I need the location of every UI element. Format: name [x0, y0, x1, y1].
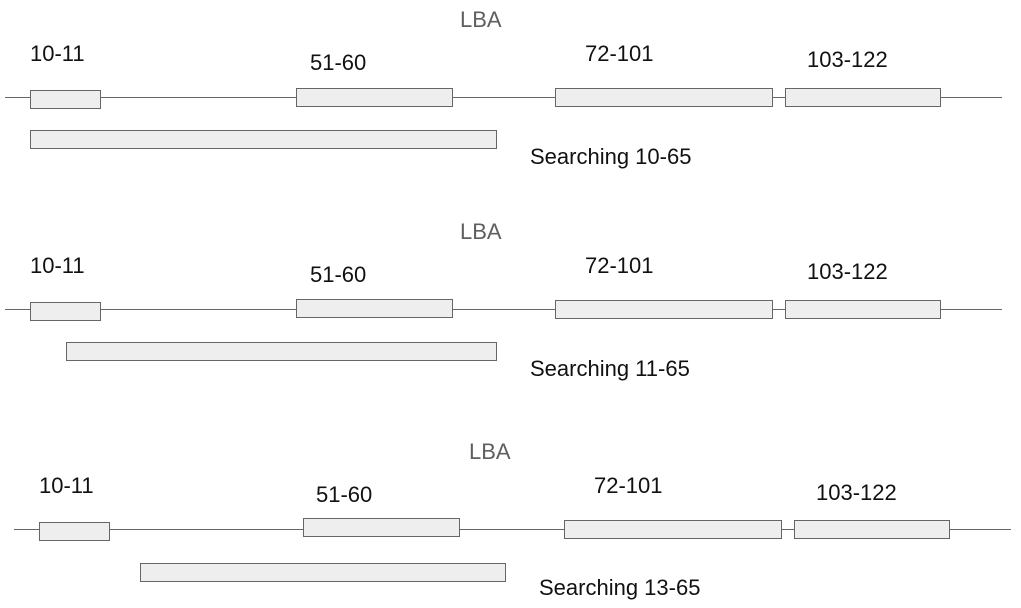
allocated-range-block	[564, 520, 782, 539]
search-range-block	[66, 342, 497, 361]
search-label: Searching 10-65	[530, 144, 692, 169]
allocated-range-block	[303, 518, 460, 537]
allocated-range-block	[785, 300, 941, 319]
panel-1: LBA 10-11 51-60 72-101 103-122 Searching…	[0, 0, 1021, 200]
range-label: 51-60	[316, 482, 373, 507]
range-label: 72-101	[594, 473, 663, 498]
allocated-range-block	[555, 88, 773, 107]
allocated-range-block	[296, 88, 453, 107]
lba-track-line	[5, 309, 1002, 310]
range-label: 51-60	[310, 50, 367, 75]
range-label: 51-60	[310, 262, 367, 287]
range-label: 103-122	[807, 47, 888, 72]
axis-label: LBA	[469, 439, 511, 464]
range-label: 103-122	[807, 259, 888, 284]
search-label: Searching 11-65	[530, 356, 690, 381]
range-label: 10-11	[30, 41, 85, 66]
search-range-block	[140, 563, 506, 582]
allocated-range-block	[30, 302, 101, 321]
allocated-range-block	[296, 299, 453, 318]
lba-track-line	[5, 97, 1002, 98]
allocated-range-block	[39, 522, 110, 541]
allocated-range-block	[30, 90, 101, 109]
range-label: 72-101	[585, 41, 654, 66]
panel-2: LBA 10-11 51-60 72-101 103-122 Searching…	[5, 219, 1002, 381]
search-range-block	[30, 130, 497, 149]
allocated-range-block	[785, 88, 941, 107]
range-label: 10-11	[30, 253, 85, 278]
axis-label: LBA	[460, 7, 502, 32]
lba-track-line	[14, 529, 1011, 530]
range-label: 10-11	[39, 473, 94, 498]
allocated-range-block	[794, 520, 950, 539]
axis-label: LBA	[460, 219, 502, 244]
range-label: 72-101	[585, 253, 654, 278]
range-label: 103-122	[816, 480, 897, 505]
search-label: Searching 13-65	[539, 575, 701, 600]
allocated-range-block	[555, 300, 773, 319]
